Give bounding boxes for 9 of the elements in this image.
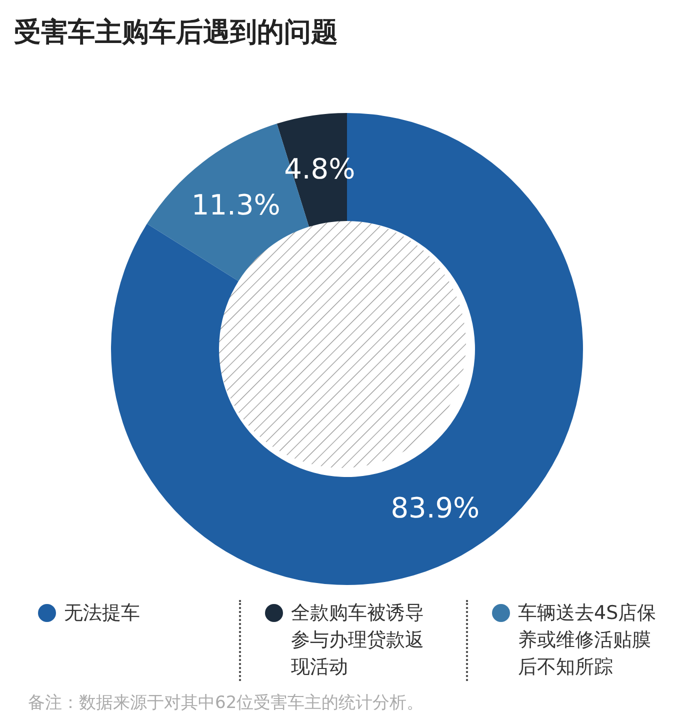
data-label: 11.3%	[191, 188, 280, 222]
chart-title: 受害车主购车后遇到的问题	[13, 16, 339, 50]
legend-label: 无法提车	[64, 601, 141, 626]
donut-slice	[111, 113, 583, 585]
text: 备注：数据来源于对其中62位受害车主的统计分析。	[27, 692, 425, 714]
data-label: 83.9%	[390, 492, 480, 525]
data-label: 4.8%	[284, 152, 356, 186]
legend-label: 车辆送去4S店保养或维修活贴膜后不知所踪	[518, 601, 658, 680]
legend-label: 全款购车被诱导参与办理贷款返现活动	[291, 601, 425, 680]
